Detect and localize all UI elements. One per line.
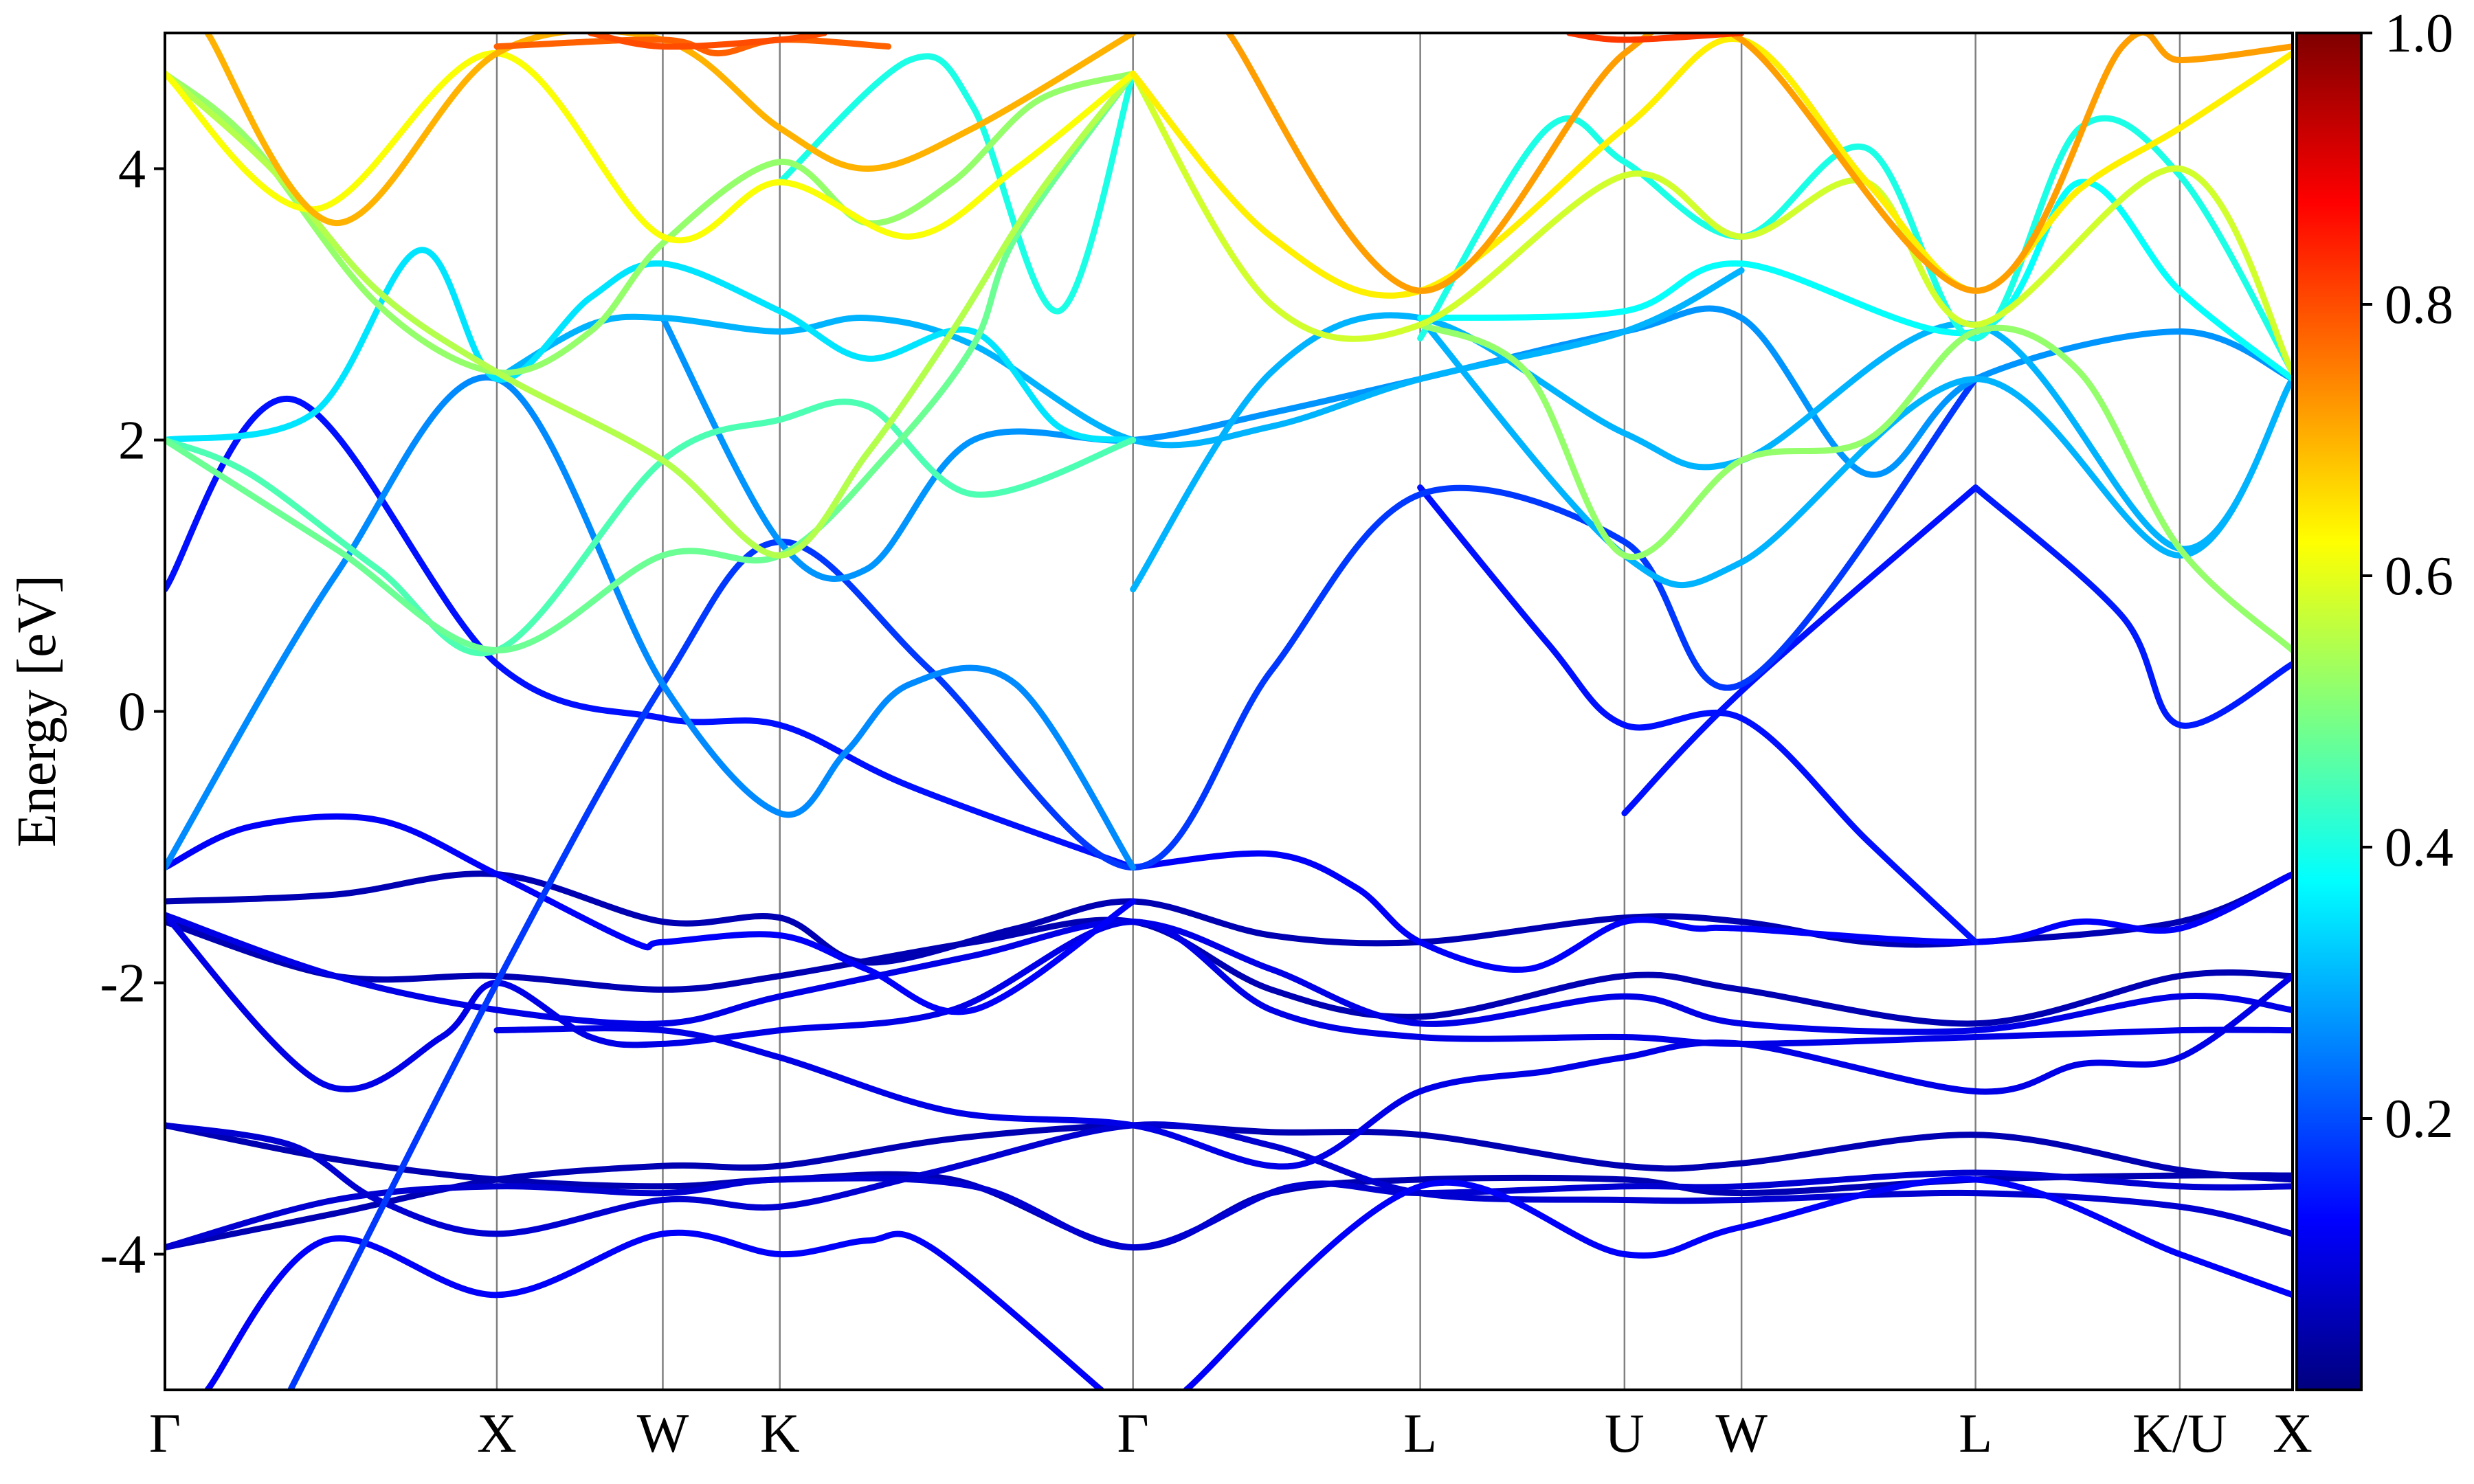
band-line [165, 912, 2293, 1035]
band-line [1972, 484, 2293, 729]
band-line [165, 1169, 2293, 1251]
band-line [1417, 322, 2293, 654]
band-line [165, 396, 1137, 871]
x-tick-label: W [637, 1404, 689, 1464]
y-axis-label: Energy [eV] [7, 575, 67, 847]
y-tick-label: -4 [100, 1225, 146, 1285]
band-line [165, 398, 1137, 657]
x-tick-label: X [477, 1404, 517, 1464]
band-line [1130, 70, 2293, 376]
band-line [165, 917, 2293, 1027]
band-line [204, 1229, 1104, 1390]
band-line [165, 70, 1137, 654]
band-line [165, 374, 1137, 871]
x-tick-label: X [2273, 1404, 2313, 1464]
colorbar-tick-label: 0.2 [2385, 1089, 2453, 1149]
x-tick-label: W [1715, 1404, 1768, 1464]
x-axis-ticks: Γ X W K Γ L U W L K/U X [149, 1404, 2313, 1464]
y-axis-ticks: -4 -2 0 2 4 [100, 139, 165, 1285]
band-line [165, 813, 1137, 1015]
band-line [287, 376, 1979, 1390]
x-tick-label: K/U [2132, 1404, 2227, 1464]
band-line [165, 1121, 2293, 1237]
band-line [493, 973, 2293, 1170]
band-lines [165, 33, 2293, 1390]
band-line [165, 912, 2293, 1092]
band-line [1130, 850, 2293, 973]
colorbar [2295, 32, 2363, 1391]
y-tick-label: -2 [100, 954, 146, 1014]
band-line [165, 70, 1137, 376]
colorbar-tick-label: 1.0 [2385, 3, 2453, 64]
x-tick-label: L [1403, 1404, 1437, 1464]
x-tick-label: Γ [149, 1404, 181, 1464]
band-line [1565, 33, 1745, 43]
y-tick-label: 4 [118, 139, 146, 200]
band-line [1183, 1176, 2293, 1390]
band-line [165, 870, 2293, 966]
band-line [165, 50, 1137, 244]
x-tick-label: L [1959, 1404, 1992, 1464]
x-tick-label: U [1605, 1404, 1645, 1464]
high-symmetry-gridlines [495, 33, 2181, 1390]
y-tick-label: 2 [118, 411, 146, 471]
band-line [493, 36, 892, 57]
band-line [1417, 315, 2293, 588]
colorbar-tick-label: 0.8 [2385, 275, 2453, 335]
band-line [1130, 312, 2293, 593]
colorbar-ticks: 0.2 0.4 0.6 0.8 1.0 [2361, 3, 2453, 1149]
band-line [165, 247, 1137, 443]
band-line [777, 53, 1137, 315]
band-line [1417, 484, 1979, 945]
y-tick-label: 0 [118, 682, 146, 743]
x-tick-label: K [760, 1404, 800, 1464]
colorbar-tick-label: 0.4 [2385, 818, 2453, 878]
colorbar-tick-label: 0.6 [2385, 546, 2453, 607]
band-line [1130, 36, 2293, 299]
band-line [587, 33, 828, 50]
band-line [165, 70, 1137, 559]
x-tick-label: Γ [1117, 1404, 1149, 1464]
